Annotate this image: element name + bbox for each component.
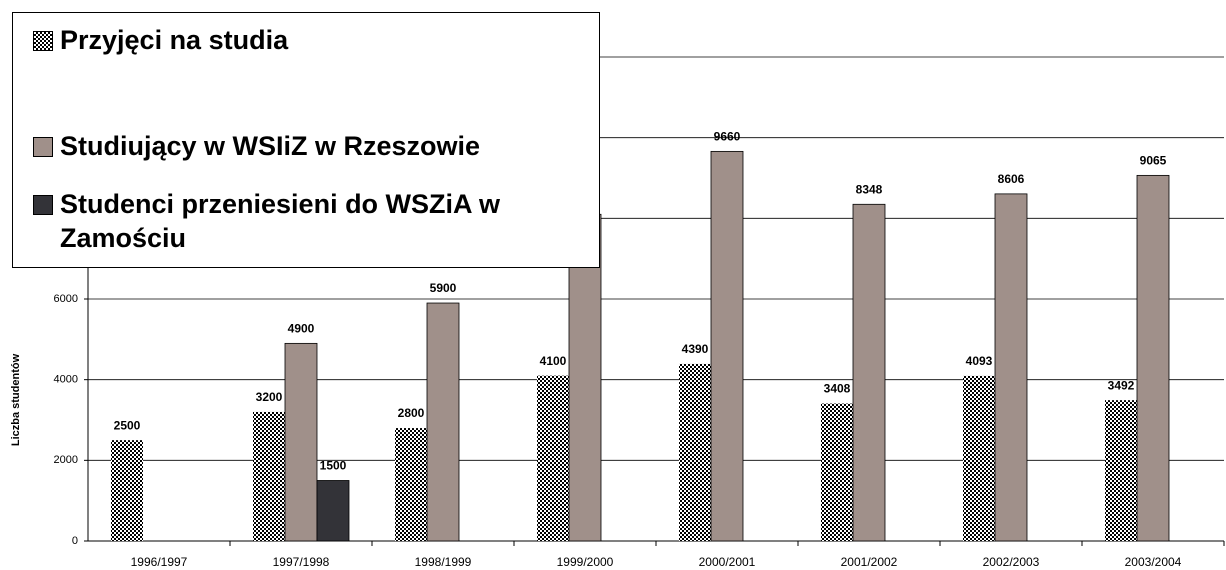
data-label: 1500 [320,459,347,473]
x-tick-label: 2002/2003 [983,555,1040,569]
y-tick-label: 2000 [54,454,78,466]
data-label: 2800 [398,406,425,420]
bar [568,213,602,542]
bar [253,411,285,541]
data-label: 4100 [540,354,567,368]
bar [111,440,143,541]
legend-label: Studiujący w WSIiZ w Rzeszowie [60,131,481,161]
data-label: 9065 [1140,154,1167,168]
bar [395,428,427,541]
data-label: 3408 [824,382,851,396]
x-tick-label: 2003/2004 [1125,555,1182,569]
legend-swatch [33,137,53,157]
bar [679,363,711,541]
bar [1105,400,1137,541]
bar [821,403,853,541]
data-label: 4390 [682,342,709,356]
bar [994,193,1028,542]
bar [852,203,886,542]
data-label: 8606 [998,172,1025,186]
data-label: 9660 [714,130,741,144]
data-label: 2500 [114,418,141,432]
bar [710,150,744,542]
data-label: 3492 [1108,378,1135,392]
y-tick-label: 4000 [54,374,78,386]
legend-item: Przyjęci na studia [33,23,573,57]
bar [963,375,995,541]
y-tick-label: 6000 [54,293,78,305]
data-label: 5900 [430,281,457,295]
legend-label: Studenci przeniesieni do WSZiA w Zamości… [60,189,501,253]
data-label: 4900 [288,322,315,336]
y-tick-label: 0 [72,535,78,547]
legend-swatch [33,195,53,215]
x-tick-label: 2000/2001 [699,555,756,569]
legend-item: Studenci przeniesieni do WSZiA w Zamości… [33,187,573,255]
data-label: 4093 [966,354,993,368]
legend: Przyjęci na studia Studiujący w WSIiZ w R… [12,12,600,268]
x-tick-label: 1996/1997 [131,555,188,569]
legend-swatch [33,31,53,51]
x-tick-label: 1999/2000 [557,555,614,569]
bar [426,302,460,542]
bar [1136,174,1170,542]
x-tick-label: 1997/1998 [273,555,330,569]
legend-label: Przyjęci na studia [60,25,289,55]
x-tick-label: 1998/1999 [415,555,472,569]
y-axis-label: Liczba studentów [10,353,22,446]
bar [284,342,318,542]
legend-item: Studiujący w WSIiZ w Rzeszowie [33,129,573,163]
data-label: 8348 [856,182,883,196]
bar [316,480,350,542]
bar [537,375,569,541]
data-label: 3200 [256,390,283,404]
x-tick-label: 2001/2002 [841,555,898,569]
